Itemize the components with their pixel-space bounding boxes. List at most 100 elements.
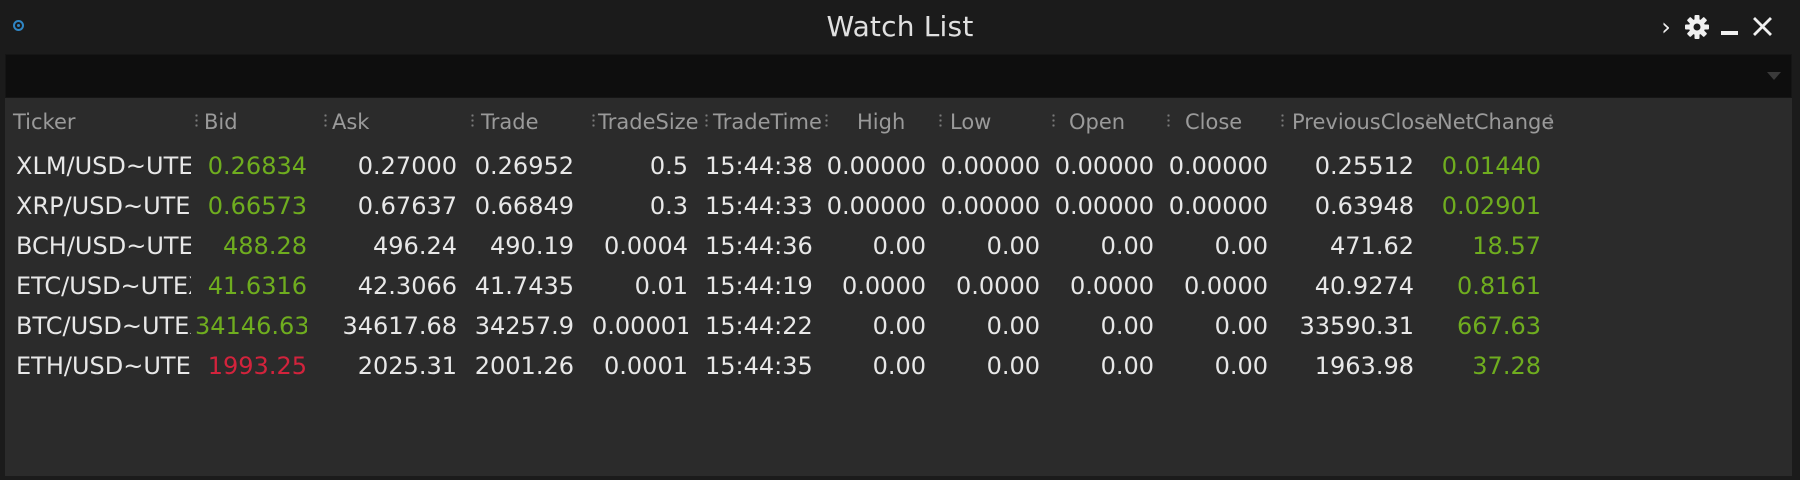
cell-netchange: 0.02901 bbox=[1441, 192, 1541, 220]
table-row[interactable]: ETC/USD~UTEX 41.6316 42.3066 41.7435 0.01 15:… bbox=[5, 266, 1792, 306]
cell-tradesize: 0.0001 bbox=[604, 352, 688, 380]
table-row[interactable]: XRP/USD~UTEX 0.66573 0.67637 0.66849 0.3 15:4… bbox=[5, 186, 1792, 226]
column-resize-handle[interactable] bbox=[705, 113, 708, 129]
cell-ticker: XRP/USD~UTEX bbox=[16, 192, 191, 220]
cell-low: 0.00000 bbox=[940, 192, 1040, 220]
column-resize-handle[interactable] bbox=[825, 113, 828, 129]
cell-trade: 0.66849 bbox=[474, 192, 574, 220]
column-header-ticker[interactable]: Ticker bbox=[13, 110, 76, 134]
column-resize-handle[interactable] bbox=[1427, 113, 1430, 129]
column-resize-handle[interactable] bbox=[471, 113, 474, 129]
column-resize-handle[interactable] bbox=[1167, 113, 1170, 129]
cell-low: 0.00000 bbox=[940, 152, 1040, 180]
cell-ticker: ETH/USD~UTEX bbox=[16, 352, 191, 380]
cell-ask: 0.27000 bbox=[357, 152, 457, 180]
column-resize-handle[interactable] bbox=[1052, 113, 1055, 129]
cell-tradetime: 15:44:19 bbox=[705, 272, 812, 300]
caret-down-icon[interactable] bbox=[1767, 72, 1781, 80]
cell-ask: 496.24 bbox=[373, 232, 457, 260]
cell-open: 0.00000 bbox=[1054, 152, 1154, 180]
cell-bid: 1993.25 bbox=[207, 352, 307, 380]
cell-high: 0.00 bbox=[872, 352, 926, 380]
cell-low: 0.00 bbox=[986, 312, 1040, 340]
cell-previousclose: 1963.98 bbox=[1314, 352, 1414, 380]
window-title: Watch List bbox=[826, 10, 974, 43]
cell-trade: 41.7435 bbox=[474, 272, 574, 300]
column-resize-handle[interactable] bbox=[592, 113, 595, 129]
cell-ask: 0.67637 bbox=[357, 192, 457, 220]
close-icon[interactable] bbox=[1750, 14, 1776, 40]
column-header-netchange[interactable]: NetChange bbox=[1437, 110, 1555, 134]
cell-bid: 0.26834 bbox=[207, 152, 307, 180]
gear-icon[interactable] bbox=[1684, 14, 1710, 40]
filter-input[interactable] bbox=[6, 55, 1746, 97]
cell-tradetime: 15:44:33 bbox=[705, 192, 812, 220]
cell-close: 0.00 bbox=[1214, 312, 1268, 340]
column-resize-handle[interactable] bbox=[324, 113, 327, 129]
cell-high: 0.00 bbox=[872, 312, 926, 340]
cell-high: 0.00000 bbox=[826, 192, 926, 220]
column-resize-handle[interactable] bbox=[195, 113, 198, 129]
column-header-low[interactable]: Low bbox=[950, 110, 992, 134]
column-header-tradetime[interactable]: TradeTime bbox=[713, 110, 822, 134]
cell-trade: 490.19 bbox=[490, 232, 574, 260]
cell-low: 0.00 bbox=[986, 232, 1040, 260]
column-resize-handle[interactable] bbox=[1281, 113, 1284, 129]
cell-open: 0.00 bbox=[1100, 232, 1154, 260]
cell-ticker: XLM/USD~UTEX bbox=[16, 152, 191, 180]
column-header-open[interactable]: Open bbox=[1069, 110, 1126, 134]
cell-ask: 2025.31 bbox=[357, 352, 457, 380]
filter-bar bbox=[5, 54, 1792, 98]
column-resize-handle[interactable] bbox=[939, 113, 942, 129]
cell-tradesize: 0.3 bbox=[649, 192, 688, 220]
title-bar[interactable]: Watch List › bbox=[0, 0, 1800, 54]
cell-previousclose: 0.25512 bbox=[1314, 152, 1414, 180]
cell-open: 0.00 bbox=[1100, 312, 1154, 340]
table-row[interactable]: BTC/USD~UTEX 34146.63 34617.68 34257.9 0.000… bbox=[5, 306, 1792, 346]
cell-tradesize: 0.01 bbox=[634, 272, 688, 300]
column-resize-handle[interactable] bbox=[1549, 113, 1552, 129]
cell-low: 0.00 bbox=[986, 352, 1040, 380]
table-row[interactable]: BCH/USD~UTEX 488.28 496.24 490.19 0.0004 15:4… bbox=[5, 226, 1792, 266]
cell-netchange: 0.01440 bbox=[1441, 152, 1541, 180]
column-header-trade[interactable]: Trade bbox=[481, 110, 539, 134]
cell-ticker: ETC/USD~UTEX bbox=[16, 272, 191, 300]
cell-tradetime: 15:44:35 bbox=[705, 352, 812, 380]
column-header-ask[interactable]: Ask bbox=[332, 110, 370, 134]
cell-netchange: 37.28 bbox=[1472, 352, 1541, 380]
column-header-high[interactable]: High bbox=[857, 110, 906, 134]
cell-netchange: 667.63 bbox=[1457, 312, 1541, 340]
cell-tradesize: 0.00001 bbox=[592, 312, 688, 340]
cell-trade: 2001.26 bbox=[474, 352, 574, 380]
table-row[interactable]: XLM/USD~UTEX 0.26834 0.27000 0.26952 0.5 15:4… bbox=[5, 146, 1792, 186]
column-header-previousclose[interactable]: PreviousClose bbox=[1292, 110, 1438, 134]
cell-netchange: 18.57 bbox=[1472, 232, 1541, 260]
watch-list-table: Ticker Bid Ask Trade TradeSize TradeTime High L… bbox=[5, 98, 1792, 476]
cell-tradetime: 15:44:36 bbox=[705, 232, 812, 260]
cell-open: 0.00 bbox=[1100, 352, 1154, 380]
cell-high: 0.00 bbox=[872, 232, 926, 260]
cell-open: 0.0000 bbox=[1070, 272, 1154, 300]
cell-bid: 34146.63 bbox=[195, 312, 307, 340]
cell-trade: 34257.9 bbox=[474, 312, 574, 340]
cell-ticker: BCH/USD~UTEX bbox=[16, 232, 191, 260]
radio-dot-icon[interactable] bbox=[13, 20, 24, 31]
cell-previousclose: 40.9274 bbox=[1314, 272, 1414, 300]
cell-close: 0.00 bbox=[1214, 232, 1268, 260]
cell-bid: 41.6316 bbox=[207, 272, 307, 300]
cell-open: 0.00000 bbox=[1054, 192, 1154, 220]
column-header-tradesize[interactable]: TradeSize bbox=[598, 110, 699, 134]
column-header-close[interactable]: Close bbox=[1185, 110, 1243, 134]
cell-close: 0.00000 bbox=[1168, 192, 1268, 220]
cell-tradetime: 15:44:38 bbox=[705, 152, 812, 180]
cell-tradesize: 0.0004 bbox=[604, 232, 688, 260]
cell-previousclose: 0.63948 bbox=[1314, 192, 1414, 220]
column-header-bid[interactable]: Bid bbox=[204, 110, 238, 134]
chevron-right-icon[interactable]: › bbox=[1661, 13, 1671, 41]
minimize-icon[interactable] bbox=[1717, 14, 1743, 40]
table-row[interactable]: ETH/USD~UTEX 1993.25 2025.31 2001.26 0.0001 1… bbox=[5, 346, 1792, 386]
cell-trade: 0.26952 bbox=[474, 152, 574, 180]
cell-close: 0.00 bbox=[1214, 352, 1268, 380]
bottom-edge bbox=[0, 476, 1800, 480]
